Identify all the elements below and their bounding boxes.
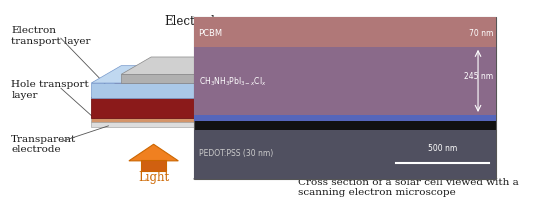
Text: Electrode: Electrode	[164, 15, 223, 28]
Text: 245 nm: 245 nm	[464, 72, 493, 81]
Polygon shape	[141, 160, 166, 171]
Polygon shape	[231, 80, 261, 118]
Text: PEDOT:PSS (30 nm): PEDOT:PSS (30 nm)	[199, 148, 273, 158]
Polygon shape	[91, 83, 231, 98]
Text: CH$_3$NH$_3$PbI$_{3-x}$Cl$_x$: CH$_3$NH$_3$PbI$_{3-x}$Cl$_x$	[199, 75, 266, 88]
Bar	[194, 47, 496, 115]
Polygon shape	[121, 74, 231, 83]
Polygon shape	[91, 98, 231, 118]
Polygon shape	[231, 57, 261, 83]
Bar	[194, 130, 496, 179]
Bar	[194, 115, 496, 121]
Polygon shape	[231, 66, 261, 98]
Polygon shape	[129, 144, 178, 161]
Polygon shape	[231, 100, 261, 122]
Text: Perovskite layer: Perovskite layer	[125, 73, 232, 86]
Polygon shape	[121, 57, 261, 74]
Polygon shape	[91, 100, 261, 118]
Text: Transparent
electrode: Transparent electrode	[12, 135, 76, 154]
Polygon shape	[91, 66, 261, 83]
Text: Light: Light	[138, 170, 169, 184]
Text: 70 nm: 70 nm	[469, 29, 493, 38]
Bar	[194, 17, 496, 179]
Polygon shape	[91, 105, 261, 122]
Text: 500 nm: 500 nm	[428, 144, 457, 153]
Text: Cross section of a solar cell viewed with a
scanning electron microscope: Cross section of a solar cell viewed wit…	[298, 178, 519, 197]
Text: Electron
transport layer: Electron transport layer	[12, 26, 91, 46]
Polygon shape	[91, 122, 231, 127]
Polygon shape	[231, 105, 261, 127]
Polygon shape	[91, 118, 231, 122]
Bar	[194, 17, 496, 47]
Polygon shape	[91, 80, 261, 98]
Text: PCBM: PCBM	[199, 29, 223, 38]
Text: Hole transport
layer: Hole transport layer	[12, 80, 89, 100]
